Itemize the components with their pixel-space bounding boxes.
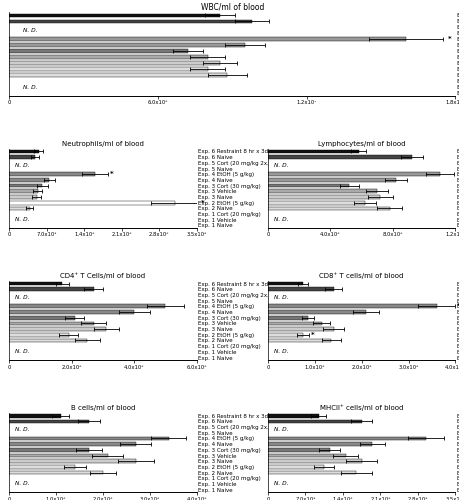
Text: N. D.: N. D. <box>273 296 287 300</box>
Bar <box>9 448 89 452</box>
Bar <box>267 465 324 468</box>
Bar <box>9 420 89 423</box>
Bar <box>9 190 38 193</box>
Text: N. D.: N. D. <box>15 350 29 354</box>
Bar <box>9 172 95 176</box>
Text: *: * <box>110 171 113 177</box>
Bar <box>9 454 107 458</box>
Text: *: * <box>447 36 450 43</box>
Bar <box>9 436 168 440</box>
Bar <box>9 316 75 320</box>
Title: CD8⁺ T cells/ml of blood: CD8⁺ T cells/ml of blood <box>319 272 403 279</box>
Bar <box>267 338 330 342</box>
Bar <box>9 322 93 325</box>
Bar <box>9 156 35 159</box>
Title: MHCII⁺ cells/ml of blood: MHCII⁺ cells/ml of blood <box>319 404 403 411</box>
Bar <box>9 201 175 204</box>
Bar <box>9 68 207 71</box>
Bar <box>9 470 103 474</box>
Bar <box>9 465 75 468</box>
Bar <box>9 442 135 446</box>
Bar <box>267 172 439 176</box>
Bar <box>9 150 39 154</box>
Bar <box>267 470 356 474</box>
Text: N. D.: N. D. <box>273 482 287 486</box>
Bar <box>267 448 329 452</box>
Title: WBC/ml of blood: WBC/ml of blood <box>200 2 263 12</box>
Bar <box>9 327 106 331</box>
Bar <box>9 20 252 24</box>
Text: N. D.: N. D. <box>22 84 37 89</box>
Text: N. D.: N. D. <box>273 428 287 432</box>
Bar <box>267 190 376 193</box>
Bar <box>267 460 361 463</box>
Bar <box>267 436 425 440</box>
Text: *: * <box>201 200 204 205</box>
Bar <box>267 316 307 320</box>
Title: Lymphocytes/ml of blood: Lymphocytes/ml of blood <box>317 141 404 147</box>
Text: N. D.: N. D. <box>273 350 287 354</box>
Bar <box>267 150 358 154</box>
Bar <box>9 282 62 286</box>
Title: CD4⁺ T Cells/ml of blood: CD4⁺ T Cells/ml of blood <box>60 272 145 279</box>
Text: *: * <box>456 304 459 310</box>
Title: B cells/ml of blood: B cells/ml of blood <box>71 405 135 411</box>
Bar <box>9 206 29 210</box>
Bar <box>9 304 165 308</box>
Bar <box>267 288 333 291</box>
Bar <box>267 282 302 286</box>
Bar <box>9 414 61 418</box>
Bar <box>9 74 227 77</box>
Bar <box>9 195 36 199</box>
Bar <box>9 178 49 182</box>
Bar <box>9 310 134 314</box>
Text: N. D.: N. D. <box>15 428 29 432</box>
Bar <box>267 327 333 331</box>
Bar <box>9 184 42 188</box>
Bar <box>9 338 87 342</box>
Bar <box>267 195 380 199</box>
Text: *: * <box>310 332 314 338</box>
Bar <box>9 288 93 291</box>
Bar <box>9 56 207 60</box>
Bar <box>267 184 348 188</box>
Bar <box>9 460 135 463</box>
Bar <box>267 442 372 446</box>
Bar <box>267 156 411 159</box>
Bar <box>9 333 68 336</box>
Bar <box>267 322 321 325</box>
Bar <box>9 50 187 54</box>
Bar <box>267 206 389 210</box>
Bar <box>267 420 361 423</box>
Bar <box>267 454 345 458</box>
Text: N. D.: N. D. <box>15 482 29 486</box>
Title: Neutrophils/ml of blood: Neutrophils/ml of blood <box>62 141 144 147</box>
Bar <box>9 38 405 42</box>
Text: N. D.: N. D. <box>15 163 29 168</box>
Text: N. D.: N. D. <box>273 217 287 222</box>
Bar <box>267 333 302 336</box>
Bar <box>267 304 436 308</box>
Text: N. D.: N. D. <box>273 163 287 168</box>
Bar <box>267 201 364 204</box>
Text: N. D.: N. D. <box>15 296 29 300</box>
Text: N. D.: N. D. <box>15 217 29 222</box>
Bar <box>9 44 244 48</box>
Bar <box>267 414 318 418</box>
Text: N. D.: N. D. <box>22 28 37 33</box>
Bar <box>267 178 395 182</box>
Bar <box>267 310 365 314</box>
Bar <box>9 62 219 65</box>
Bar <box>9 14 219 18</box>
